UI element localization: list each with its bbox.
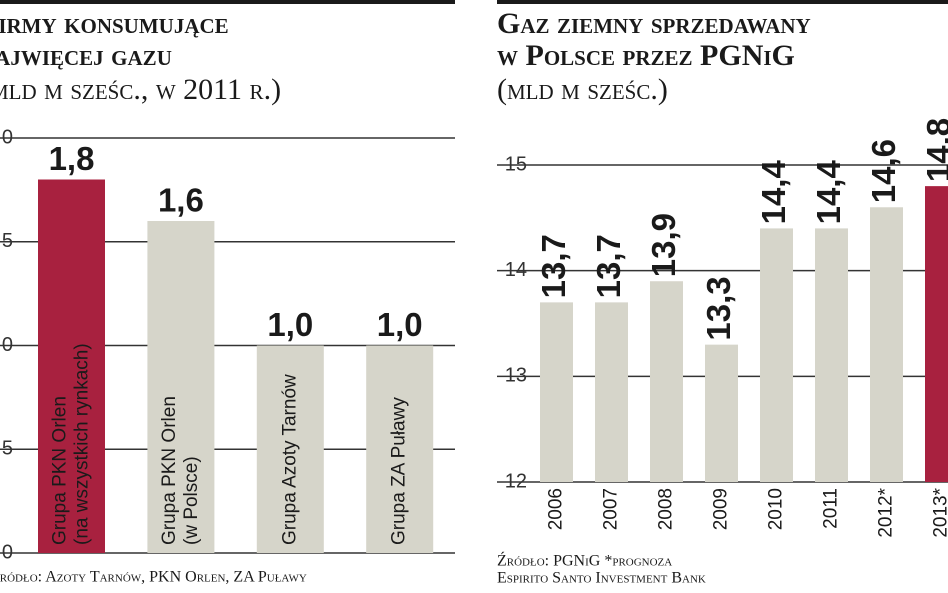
bar (815, 228, 848, 482)
y-tick-label: 0 (2, 541, 13, 563)
chart-subtitle: (mld m sześc.) (497, 73, 668, 106)
y-tick-label: 13 (505, 365, 527, 387)
bar (650, 281, 683, 482)
category-label: (w Polsce) (181, 456, 202, 545)
y-tick-label: 0,5 (0, 438, 13, 460)
category-label: (na wszystkich rynkach) (72, 343, 93, 545)
value-label: 14,8 (920, 118, 948, 182)
value-label: 13,7 (590, 234, 627, 298)
bar (760, 228, 793, 482)
value-label: 14,6 (865, 139, 902, 203)
y-tick-label: 15 (505, 153, 527, 175)
chart-title: najwięcej gazu (0, 39, 172, 72)
top-rule (497, 0, 948, 4)
category-label: 2012* (876, 487, 897, 537)
category-label: Grupa ZA Puławy (389, 397, 410, 545)
category-label: 2011 (821, 488, 842, 529)
source-note: Espirito Santo Investment Bank (497, 570, 706, 587)
bar (366, 345, 434, 553)
value-label: 14,4 (755, 160, 792, 225)
top-rule (0, 0, 455, 4)
category-label: Grupa Azoty Tarnów (279, 374, 300, 545)
value-label: 13,3 (700, 276, 737, 340)
source-note: Źródło: PGNiG *prognoza (497, 551, 672, 570)
chart-title: Firmy konsumujące (0, 7, 229, 40)
value-label: 13,7 (535, 234, 572, 298)
category-label: Grupa PKN Orlen (159, 396, 180, 545)
bar (256, 345, 324, 553)
value-label: 1,8 (49, 140, 95, 177)
category-label: 2008 (656, 488, 677, 530)
bar (540, 302, 573, 482)
bar (870, 207, 903, 482)
source-note: Źródło: Azoty Tarnów, PKN Orlen, ZA Puła… (0, 567, 307, 586)
bar (38, 179, 105, 553)
value-label: 14,4 (810, 160, 847, 225)
category-label: 2007 (601, 488, 622, 530)
value-label: 1,0 (377, 306, 423, 343)
category-label: 2010 (766, 488, 787, 530)
value-label: 13,9 (645, 213, 682, 277)
chart-title: Gaz ziemny sprzedawany (497, 7, 811, 40)
value-label: 1,0 (267, 306, 313, 343)
category-label: Grupa PKN Orlen (50, 396, 71, 545)
value-label: 1,6 (158, 182, 204, 219)
y-tick-label: 2,0 (0, 126, 13, 148)
y-tick-label: 12 (505, 470, 527, 492)
bar (147, 221, 215, 553)
chart-title: w Polsce przez PGNiG (497, 39, 795, 72)
chart-subtitle: (mld m sześc., w 2011 r.) (0, 73, 281, 106)
y-tick-label: 14 (505, 259, 527, 281)
category-label: 2009 (711, 488, 732, 530)
y-tick-label: 1,5 (0, 230, 13, 252)
bar (925, 186, 948, 482)
bar (595, 302, 628, 482)
bar (705, 344, 738, 482)
category-label: 2013* (931, 487, 948, 537)
category-label: 2006 (546, 488, 567, 530)
y-tick-label: 1,0 (0, 334, 13, 356)
